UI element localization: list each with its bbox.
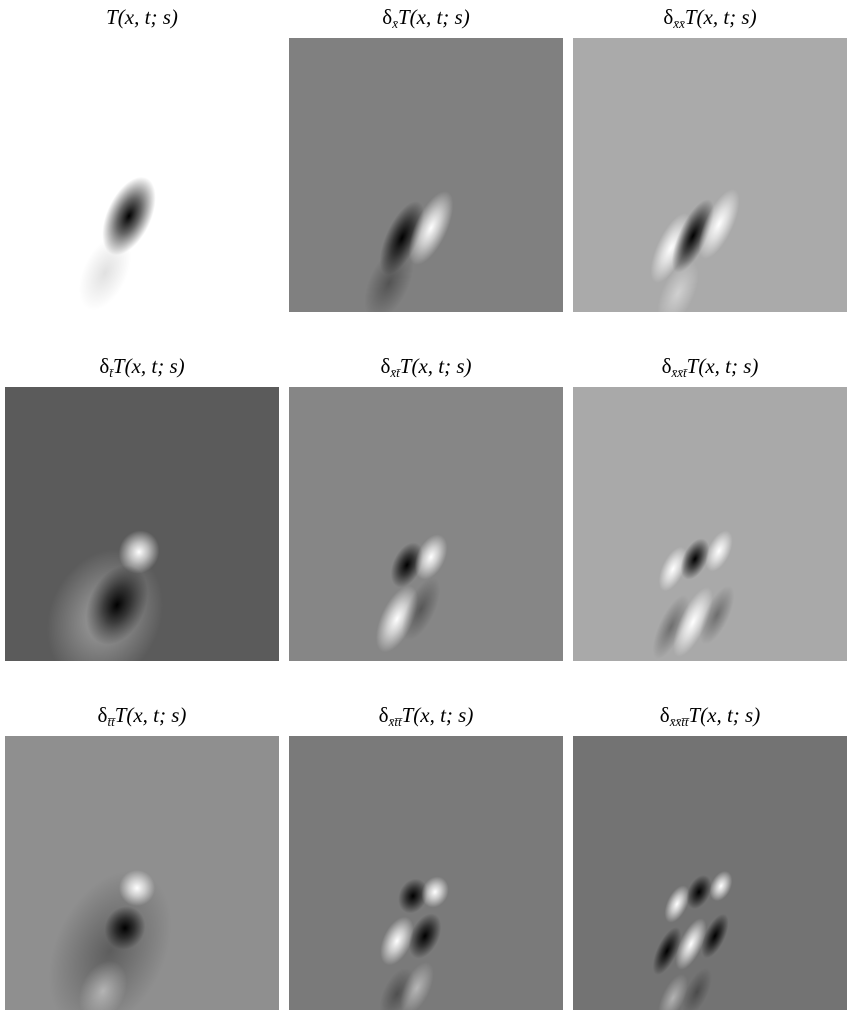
title-prefix: δ — [99, 354, 109, 378]
title-body: T(x, t; s) — [113, 354, 185, 378]
image-background — [573, 38, 847, 312]
figure: T(x, t; s)δx̄T(x, t; s)δx̄x̄T(x, t; s)δt… — [0, 0, 848, 1012]
filter-image — [573, 387, 847, 661]
title-prefix: δ — [380, 354, 390, 378]
image-background — [289, 38, 563, 312]
filter-image — [5, 38, 279, 312]
title-body: T(x, t; s) — [115, 703, 187, 727]
panel-title: δt̄T(x, t; s) — [5, 351, 279, 388]
filter-image — [5, 387, 279, 661]
title-prefix: δ — [663, 5, 673, 29]
filter-image — [573, 736, 847, 1010]
title-subscript: x̄x̄ — [673, 16, 685, 31]
panel-title: δx̄t̄t̄T(x, t; s) — [289, 700, 563, 737]
title-subscript: t̄t̄ — [107, 714, 114, 729]
title-body: T(x, t; s) — [400, 354, 472, 378]
title-body: T(x, t; s) — [685, 5, 757, 29]
panel-title: δx̄x̄t̄T(x, t; s) — [573, 351, 847, 388]
image-background — [5, 38, 279, 312]
panel-title: δt̄t̄T(x, t; s) — [5, 700, 279, 737]
title-subscript: x̄x̄t̄ — [672, 365, 687, 380]
filter-image — [289, 38, 563, 312]
title-prefix: δ — [662, 354, 672, 378]
title-subscript: x̄x̄t̄t̄ — [670, 714, 689, 729]
title-subscript: x̄t̄t̄ — [389, 714, 402, 729]
title-prefix: δ — [379, 703, 389, 727]
title-body: T(x, t; s) — [106, 5, 178, 29]
title-prefix: δ — [660, 703, 670, 727]
panel-title: δx̄x̄T(x, t; s) — [573, 2, 847, 39]
filter-image — [5, 736, 279, 1010]
title-prefix: δ — [98, 703, 108, 727]
image-background — [573, 736, 847, 1010]
panel-title: T(x, t; s) — [5, 2, 279, 32]
title-body: T(x, t; s) — [688, 703, 760, 727]
filter-image — [573, 38, 847, 312]
panel-title: δx̄t̄T(x, t; s) — [289, 351, 563, 388]
title-body: T(x, t; s) — [687, 354, 759, 378]
title-prefix: δ — [382, 5, 392, 29]
title-body: T(x, t; s) — [398, 5, 470, 29]
panel-title: δx̄x̄t̄t̄T(x, t; s) — [573, 700, 847, 737]
title-body: T(x, t; s) — [402, 703, 474, 727]
panel-title: δx̄T(x, t; s) — [289, 2, 563, 39]
title-subscript: x̄t̄ — [390, 365, 399, 380]
filter-image — [289, 387, 563, 661]
filter-image — [289, 736, 563, 1010]
